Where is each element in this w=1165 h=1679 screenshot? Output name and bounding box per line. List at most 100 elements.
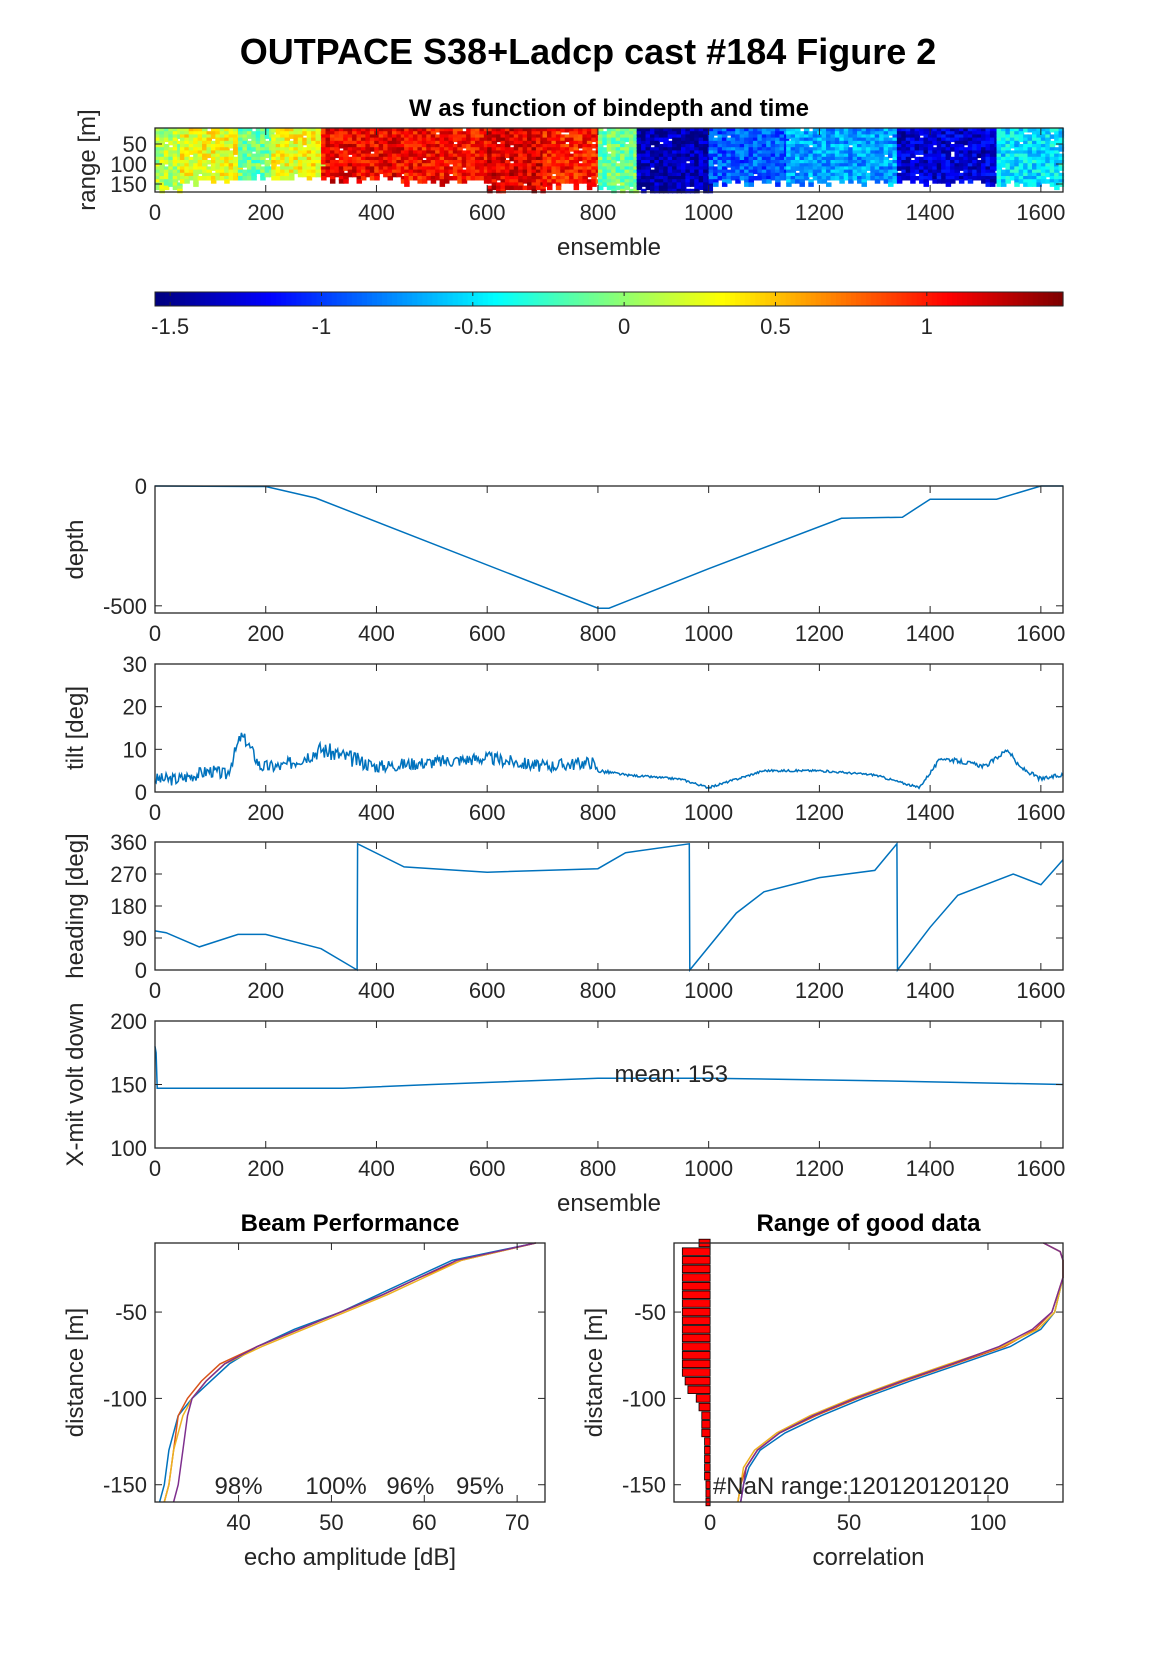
w-cell — [1054, 160, 1060, 165]
w-cell — [500, 182, 506, 187]
w-cell — [843, 176, 850, 181]
w-cell — [1049, 176, 1056, 181]
w-cell — [985, 163, 991, 168]
w-cell — [302, 147, 308, 152]
w-cell — [400, 137, 407, 143]
w-cell — [564, 147, 571, 152]
colorbar-segment — [972, 292, 978, 306]
beam-percent-label: 95% — [456, 1473, 504, 1500]
w-cell — [628, 134, 635, 139]
w-cell — [812, 156, 819, 162]
w-cell — [184, 140, 190, 146]
w-cell — [703, 169, 709, 175]
w-cell — [954, 150, 960, 155]
w-cell — [857, 147, 863, 152]
w-cell — [649, 156, 656, 162]
w-cell — [1023, 150, 1029, 155]
w-cell — [338, 172, 345, 178]
w-cell — [577, 179, 584, 184]
w-cell — [487, 137, 493, 143]
w-cell — [857, 128, 863, 133]
w-cell — [985, 140, 991, 146]
w-cell — [334, 134, 340, 139]
w-cell — [518, 144, 524, 149]
w-cell — [404, 166, 410, 171]
w-cell — [861, 156, 867, 162]
w-cell — [202, 140, 208, 146]
w-cell — [602, 134, 608, 139]
w-cell — [586, 156, 593, 162]
corr-xtick-label: 100 — [970, 1510, 1007, 1535]
w-cell — [1058, 179, 1065, 184]
w-cell — [430, 128, 437, 133]
w-cell — [564, 153, 571, 159]
tilt-xtick-label: 800 — [580, 800, 617, 825]
w-cell — [338, 140, 345, 146]
w-cell — [280, 156, 286, 162]
volt-xtick-label: 400 — [358, 1156, 395, 1181]
w-cell — [321, 172, 327, 178]
w-cell — [400, 179, 407, 184]
w-cell — [739, 160, 746, 165]
w-cell — [744, 147, 750, 152]
w-cell — [1009, 160, 1016, 165]
w-cell — [905, 140, 912, 146]
w-cell — [680, 150, 687, 155]
w-cell — [808, 179, 814, 184]
w-cell — [224, 172, 230, 178]
w-cell — [821, 150, 828, 155]
w-cell — [914, 160, 921, 165]
w-cell — [444, 137, 450, 143]
w-cell — [280, 150, 286, 155]
w-cell — [435, 172, 441, 178]
w-cell — [297, 153, 304, 159]
w-cell — [663, 185, 669, 191]
w-cell — [491, 169, 498, 175]
tilt-ytick-label: 10 — [123, 737, 147, 762]
w-cell — [275, 144, 282, 149]
w-cell — [321, 160, 327, 165]
w-cell — [487, 176, 493, 181]
w-cell — [466, 176, 472, 181]
w-cell — [870, 137, 876, 143]
w-cell — [470, 150, 477, 155]
w-cell — [586, 172, 593, 178]
w-cell — [1009, 166, 1016, 171]
w-cell — [685, 188, 691, 194]
w-cell — [202, 169, 208, 175]
w-cell — [500, 144, 506, 149]
volt-xtick-label: 200 — [247, 1156, 284, 1181]
w-cell — [932, 150, 938, 155]
w-cell — [255, 140, 262, 146]
w-cell — [641, 176, 647, 181]
w-cell — [582, 128, 588, 133]
w-cell — [193, 147, 199, 152]
w-cell — [461, 153, 468, 159]
w-cell — [177, 182, 183, 187]
w-cell — [284, 147, 291, 152]
w-cell — [1036, 128, 1042, 133]
w-cell — [857, 131, 863, 136]
w-cell — [387, 166, 394, 171]
w-cell — [487, 134, 493, 139]
w-cell — [735, 140, 741, 146]
w-cell — [522, 163, 529, 168]
w-cell — [843, 131, 850, 136]
heading-xtick-label: 1400 — [906, 978, 955, 1003]
colorbar-tick-label: -1.5 — [151, 314, 189, 339]
w-cell — [848, 179, 854, 184]
w-cell — [168, 140, 174, 146]
w-cell — [641, 182, 647, 187]
w-cell — [996, 153, 1003, 159]
w-cell — [430, 131, 437, 136]
w-cell — [676, 166, 683, 171]
w-cell — [202, 128, 208, 133]
w-cell — [633, 163, 639, 168]
w-cell — [430, 150, 437, 155]
w-cell — [193, 140, 199, 146]
w-cell — [163, 131, 170, 136]
w-cell — [636, 163, 643, 168]
w-cell — [1054, 131, 1060, 136]
w-cell — [694, 169, 700, 175]
